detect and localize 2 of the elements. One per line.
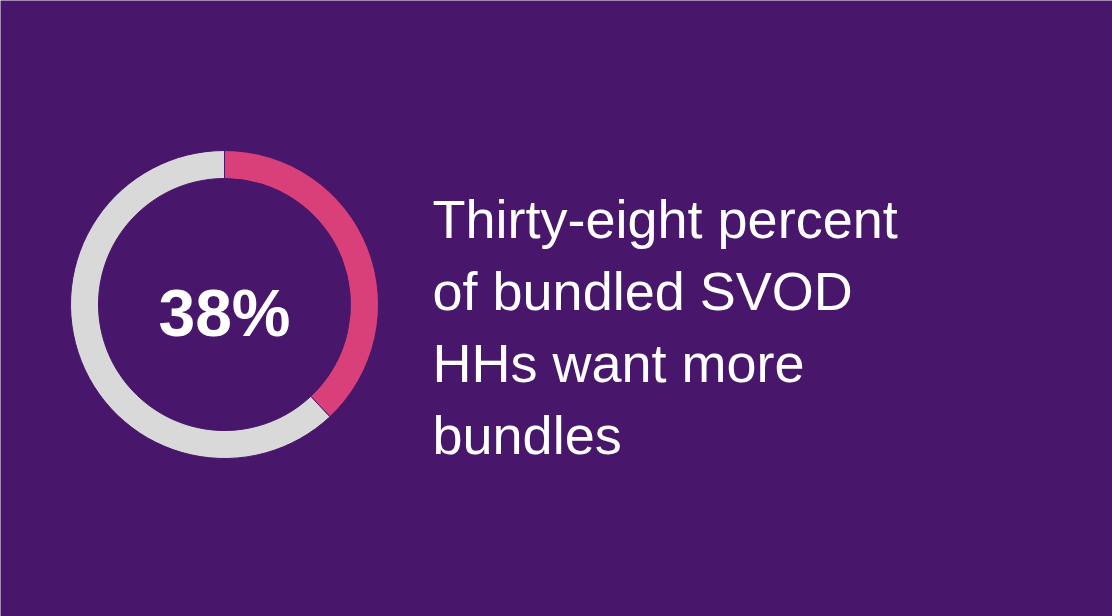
text: Thirty-eight percent of bundled SVOD HHs want more bundles bbox=[432, 188, 898, 465]
text: 38% bbox=[158, 275, 291, 350]
